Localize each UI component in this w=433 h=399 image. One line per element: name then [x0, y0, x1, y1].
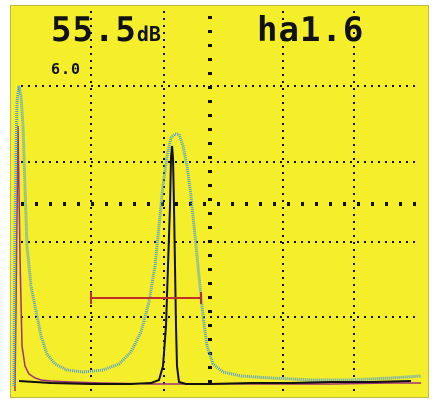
black-trace	[18, 145, 412, 385]
grid-lines	[21, 11, 416, 391]
waveform-plot	[12, 11, 422, 392]
range-readout: 6.0	[51, 60, 82, 78]
a-scan-screen: 55.5dB ha1.6 6.0	[10, 5, 429, 398]
gain-unit: dB	[136, 22, 161, 46]
gain-value: 55.5	[51, 10, 137, 50]
gate-bar-icon[interactable]	[90, 292, 202, 304]
gain-readout: 55.5dB	[51, 10, 161, 50]
center-crosshair	[21, 16, 416, 391]
purple-trace	[14, 125, 421, 392]
mode-readout: ha1.6	[257, 10, 365, 50]
blue-trace	[12, 85, 422, 387]
